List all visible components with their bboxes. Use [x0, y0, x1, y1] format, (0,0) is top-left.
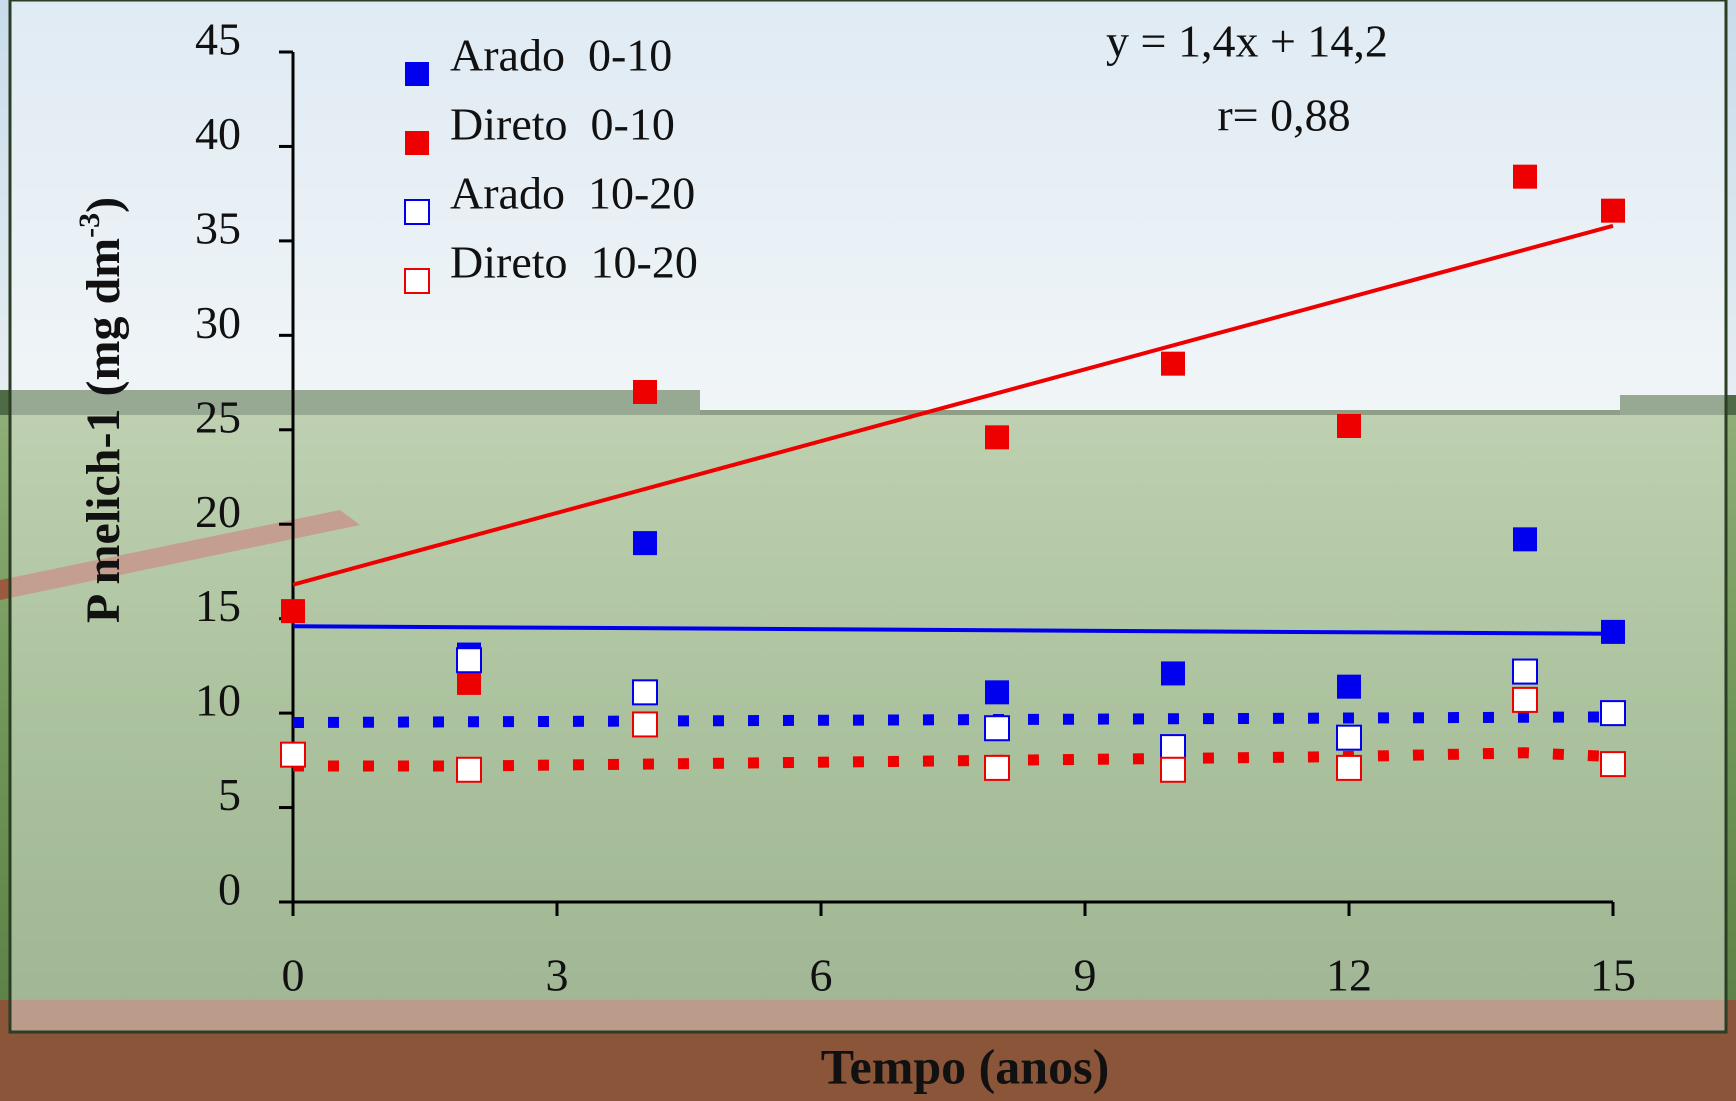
y-axis-title-superscript: -3: [73, 213, 106, 238]
data-point: [984, 715, 1010, 742]
legend-label: Arado 0-10: [450, 30, 672, 81]
y-tick-label: 30: [195, 297, 241, 348]
data-point: [1600, 700, 1626, 727]
data-point: [456, 647, 482, 674]
data-point: [1513, 527, 1537, 552]
data-point: [1336, 754, 1362, 781]
legend-marker: [405, 131, 429, 155]
data-point: [280, 741, 306, 768]
y-axis-title-text: ): [77, 197, 130, 213]
data-point: [1337, 414, 1361, 438]
x-tick-label: 3: [546, 950, 569, 1001]
data-point: [1160, 756, 1186, 783]
data-point: [1512, 686, 1538, 713]
legend-label: Direto 10-20: [450, 237, 698, 288]
data-point: [633, 380, 657, 404]
x-tick-label: 6: [810, 950, 833, 1001]
x-tick-label: 12: [1326, 950, 1372, 1001]
data-point: [984, 754, 1010, 781]
data-point: [1160, 734, 1186, 761]
y-tick-label: 25: [195, 391, 241, 442]
data-point: [1601, 198, 1625, 223]
trend-line: [292, 223, 1614, 587]
y-tick-label: 15: [195, 580, 241, 631]
y-tick-label: 10: [195, 675, 241, 726]
correlation: r= 0,88: [1217, 90, 1350, 141]
data-point: [632, 679, 658, 706]
y-tick-label: 40: [195, 108, 241, 159]
data-point: [281, 599, 305, 624]
data-point: [632, 711, 658, 738]
legend-marker: [405, 62, 429, 86]
x-tick-label: 9: [1074, 950, 1097, 1001]
data-point: [1601, 619, 1625, 644]
legend-marker: [404, 199, 430, 225]
y-axis-title-text: P melich-1 (mg dm: [77, 238, 130, 623]
y-tick-label: 20: [195, 486, 241, 537]
legend-marker: [404, 268, 430, 294]
legend-label: Arado 10-20: [450, 168, 695, 219]
data-point: [1161, 661, 1185, 686]
y-tick-label: 35: [195, 202, 241, 253]
data-point: [1513, 164, 1537, 189]
data-point: [1512, 658, 1538, 685]
y-tick-label: 5: [218, 769, 241, 820]
data-point: [985, 425, 1009, 450]
y-tick-label: 0: [218, 864, 241, 915]
equation: y = 1,4x + 14,2: [1106, 16, 1388, 67]
legend-label: Direto 0-10: [450, 99, 675, 150]
x-tick-label: 15: [1590, 950, 1636, 1001]
data-point: [1336, 724, 1362, 751]
data-point: [1161, 351, 1185, 376]
data-point: [633, 531, 657, 556]
y-axis-title: P melich-1 (mg dm-3): [73, 197, 130, 623]
trend-line: [292, 711, 1614, 729]
data-point: [456, 756, 482, 783]
trend-line: [292, 624, 1614, 636]
data-point: [1600, 751, 1626, 778]
data-point: [457, 670, 481, 695]
x-tick-label: 0: [282, 950, 305, 1001]
data-point: [1337, 674, 1361, 699]
data-point: [985, 680, 1009, 705]
y-tick-label: 45: [195, 14, 241, 65]
x-axis-title: Tempo (anos): [821, 1038, 1109, 1094]
